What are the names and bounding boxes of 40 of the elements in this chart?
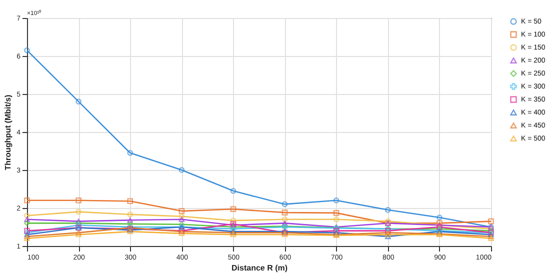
point xyxy=(178,167,185,173)
point xyxy=(24,220,30,226)
point xyxy=(333,198,340,204)
point xyxy=(127,198,134,204)
point xyxy=(178,221,185,228)
point xyxy=(384,207,391,213)
point xyxy=(230,188,236,194)
point xyxy=(384,234,391,240)
point xyxy=(76,218,82,224)
point xyxy=(282,232,288,238)
point xyxy=(127,218,134,223)
point xyxy=(230,206,236,212)
point xyxy=(76,98,82,104)
point xyxy=(488,218,494,224)
point xyxy=(282,216,288,222)
point xyxy=(333,210,340,216)
point xyxy=(178,208,185,214)
point xyxy=(76,208,82,215)
point xyxy=(76,198,82,204)
point xyxy=(178,216,185,222)
point xyxy=(436,214,442,220)
point xyxy=(24,236,30,241)
point xyxy=(282,220,288,226)
point xyxy=(76,232,82,238)
point xyxy=(178,230,185,236)
y-axis-title: Throughput (Mbit/s) xyxy=(4,94,13,170)
point xyxy=(333,216,340,222)
point xyxy=(24,216,30,222)
point xyxy=(127,150,134,156)
point xyxy=(230,218,236,224)
point xyxy=(282,201,288,208)
point xyxy=(282,210,288,216)
x-axis-title: Distance R (m) xyxy=(231,264,288,272)
point xyxy=(488,236,494,241)
point xyxy=(127,221,134,227)
point xyxy=(178,213,185,220)
point xyxy=(127,212,134,218)
point xyxy=(230,226,236,232)
point xyxy=(230,232,236,238)
point xyxy=(24,198,30,204)
